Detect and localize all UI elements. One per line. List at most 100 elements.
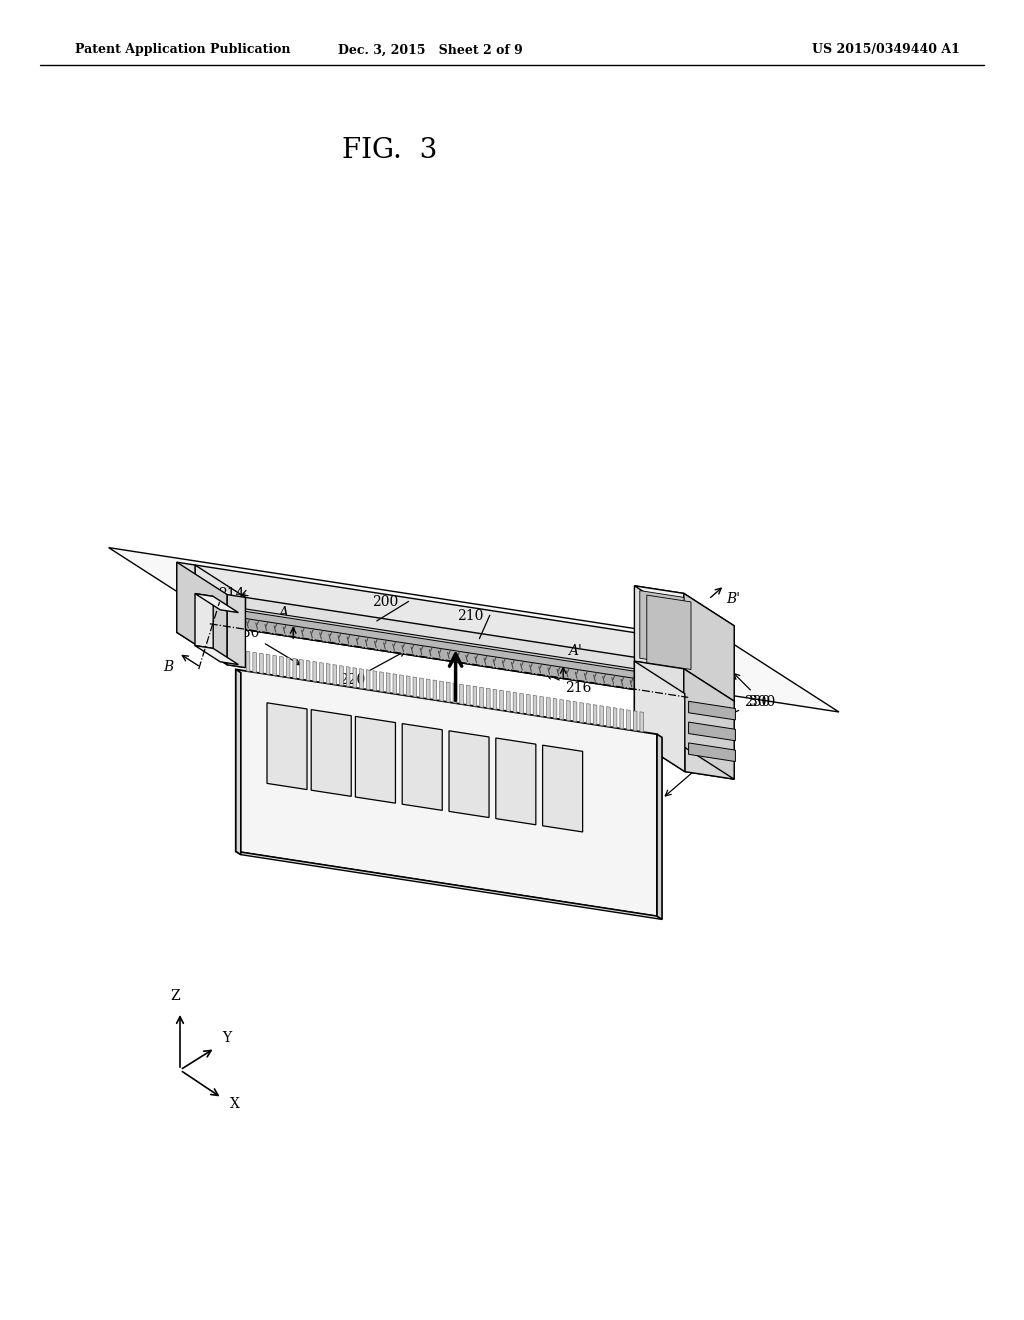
Text: X: X <box>230 1097 240 1111</box>
Text: FIG.  3: FIG. 3 <box>342 136 437 164</box>
Polygon shape <box>640 590 684 665</box>
Polygon shape <box>241 627 672 696</box>
Polygon shape <box>684 594 734 701</box>
Polygon shape <box>453 682 457 704</box>
Polygon shape <box>633 710 637 731</box>
Polygon shape <box>236 669 657 916</box>
Text: Y: Y <box>222 1031 231 1045</box>
Polygon shape <box>580 702 584 723</box>
Polygon shape <box>587 704 590 723</box>
Polygon shape <box>688 743 735 762</box>
Polygon shape <box>466 685 470 705</box>
Polygon shape <box>685 693 734 779</box>
Polygon shape <box>460 684 464 705</box>
Polygon shape <box>500 690 504 710</box>
Polygon shape <box>613 708 616 729</box>
Polygon shape <box>177 632 246 668</box>
Text: 100: 100 <box>537 855 629 888</box>
Polygon shape <box>534 696 537 715</box>
Polygon shape <box>266 655 270 675</box>
Polygon shape <box>246 619 672 696</box>
Polygon shape <box>543 746 583 832</box>
Polygon shape <box>496 738 536 825</box>
Polygon shape <box>480 688 483 708</box>
Text: US 2015/0349440 A1: US 2015/0349440 A1 <box>812 44 961 57</box>
Text: 232: 232 <box>663 743 720 768</box>
Text: 220: 220 <box>339 651 406 688</box>
Polygon shape <box>195 594 239 612</box>
Polygon shape <box>253 652 257 673</box>
Polygon shape <box>640 711 644 733</box>
Polygon shape <box>627 710 630 730</box>
Polygon shape <box>195 565 246 626</box>
Polygon shape <box>600 706 603 726</box>
Polygon shape <box>226 606 672 684</box>
Polygon shape <box>346 667 350 686</box>
Polygon shape <box>620 709 624 729</box>
Polygon shape <box>300 660 303 680</box>
Polygon shape <box>333 664 337 685</box>
Text: Patent Application Publication: Patent Application Publication <box>75 44 291 57</box>
Polygon shape <box>507 692 510 711</box>
Polygon shape <box>426 678 430 700</box>
Polygon shape <box>293 659 297 678</box>
Polygon shape <box>635 586 734 626</box>
Text: Z: Z <box>170 989 179 1003</box>
Polygon shape <box>195 565 652 664</box>
Polygon shape <box>380 672 383 692</box>
Polygon shape <box>231 609 657 686</box>
Polygon shape <box>439 681 443 701</box>
Polygon shape <box>195 594 703 697</box>
Polygon shape <box>319 663 324 682</box>
Text: 120: 120 <box>239 742 295 797</box>
Text: 212: 212 <box>195 610 221 623</box>
Text: 216: 216 <box>547 675 591 696</box>
Polygon shape <box>227 594 246 668</box>
Polygon shape <box>177 562 227 665</box>
Polygon shape <box>272 655 276 676</box>
Polygon shape <box>386 673 390 693</box>
Polygon shape <box>353 668 356 688</box>
Polygon shape <box>280 656 284 677</box>
Polygon shape <box>635 661 684 747</box>
Polygon shape <box>635 661 685 772</box>
Text: 214: 214 <box>218 587 244 601</box>
Polygon shape <box>177 562 195 635</box>
Polygon shape <box>236 851 663 920</box>
Text: 150: 150 <box>666 752 721 796</box>
Polygon shape <box>306 660 310 681</box>
Polygon shape <box>420 678 423 698</box>
Polygon shape <box>109 548 839 711</box>
Text: 300: 300 <box>734 673 775 709</box>
Text: 140: 140 <box>666 729 719 755</box>
Polygon shape <box>226 618 657 686</box>
Polygon shape <box>402 723 442 810</box>
Polygon shape <box>635 739 734 779</box>
Polygon shape <box>413 677 417 697</box>
Polygon shape <box>399 675 403 696</box>
Polygon shape <box>259 653 263 673</box>
Polygon shape <box>526 694 530 714</box>
Polygon shape <box>195 645 239 664</box>
Polygon shape <box>513 692 517 713</box>
Polygon shape <box>311 710 351 796</box>
Text: B: B <box>164 660 174 675</box>
Polygon shape <box>652 635 703 697</box>
Text: 230: 230 <box>713 696 770 722</box>
Polygon shape <box>327 664 330 684</box>
Polygon shape <box>246 651 250 672</box>
Polygon shape <box>684 669 734 779</box>
Polygon shape <box>547 697 550 718</box>
Polygon shape <box>657 734 663 920</box>
Text: 110: 110 <box>562 771 659 797</box>
Polygon shape <box>195 594 213 648</box>
Polygon shape <box>355 717 395 803</box>
Polygon shape <box>267 702 307 789</box>
Polygon shape <box>433 680 436 701</box>
Text: 210: 210 <box>457 610 483 623</box>
Polygon shape <box>486 688 490 709</box>
Polygon shape <box>393 673 396 694</box>
Polygon shape <box>287 657 290 677</box>
Polygon shape <box>373 671 377 692</box>
Polygon shape <box>449 731 489 817</box>
